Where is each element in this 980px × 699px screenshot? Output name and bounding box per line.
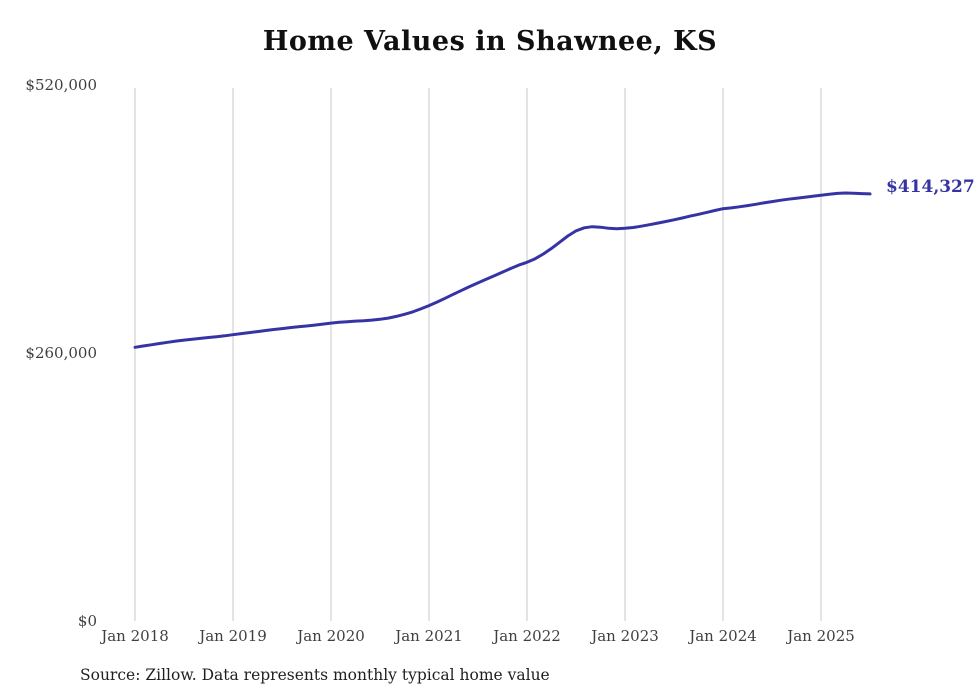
y-tick-label: $0: [77, 612, 97, 630]
source-note: Source: Zillow. Data represents monthly …: [80, 666, 550, 684]
x-tick-label: Jan 2025: [787, 627, 855, 645]
x-tick-label: Jan 2018: [101, 627, 169, 645]
x-tick-label: Jan 2023: [591, 627, 659, 645]
current-value-label: $414,327: [886, 177, 975, 197]
y-tick-label: $520,000: [25, 76, 97, 94]
chart-title: Home Values in Shawnee, KS: [262, 26, 718, 57]
x-tick-label: Jan 2020: [297, 627, 365, 645]
x-tick-label: Jan 2022: [493, 627, 561, 645]
x-tick-label: Jan 2019: [199, 627, 267, 645]
x-tick-label: Jan 2021: [395, 627, 463, 645]
y-tick-label: $260,000: [25, 344, 97, 362]
value-line: [133, 191, 872, 349]
x-tick-label: Jan 2024: [689, 627, 757, 645]
